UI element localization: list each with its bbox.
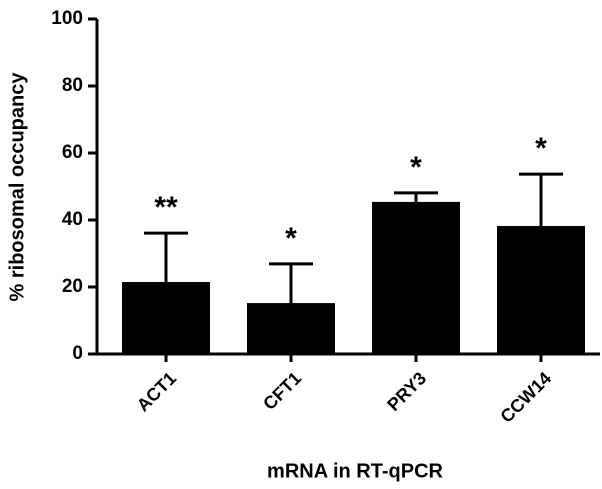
significance-label: *: [285, 222, 297, 255]
significance-label: *: [410, 151, 422, 184]
x-tick-label: ACT1: [133, 368, 180, 415]
y-tick-label: 40: [62, 209, 83, 230]
y-axis-title: % ribosomal occupancy: [6, 72, 28, 302]
significance-label: **: [154, 191, 178, 224]
x-axis-title: mRNA in RT-qPCR: [267, 460, 443, 482]
bar: [497, 226, 585, 354]
significance-label: *: [535, 132, 547, 165]
y-tick-label: 60: [62, 142, 83, 163]
x-tick-label: CCW14: [496, 368, 555, 427]
x-tick-label: CFT1: [259, 368, 305, 414]
x-tick-label: PRY3: [383, 368, 430, 415]
bar: [247, 303, 335, 354]
y-tick-label: 20: [62, 276, 83, 297]
y-tick-label: 100: [51, 8, 83, 29]
y-tick-label: 0: [72, 343, 83, 364]
bar: [372, 201, 460, 354]
bar: [122, 281, 210, 354]
y-tick-label: 80: [62, 75, 83, 96]
